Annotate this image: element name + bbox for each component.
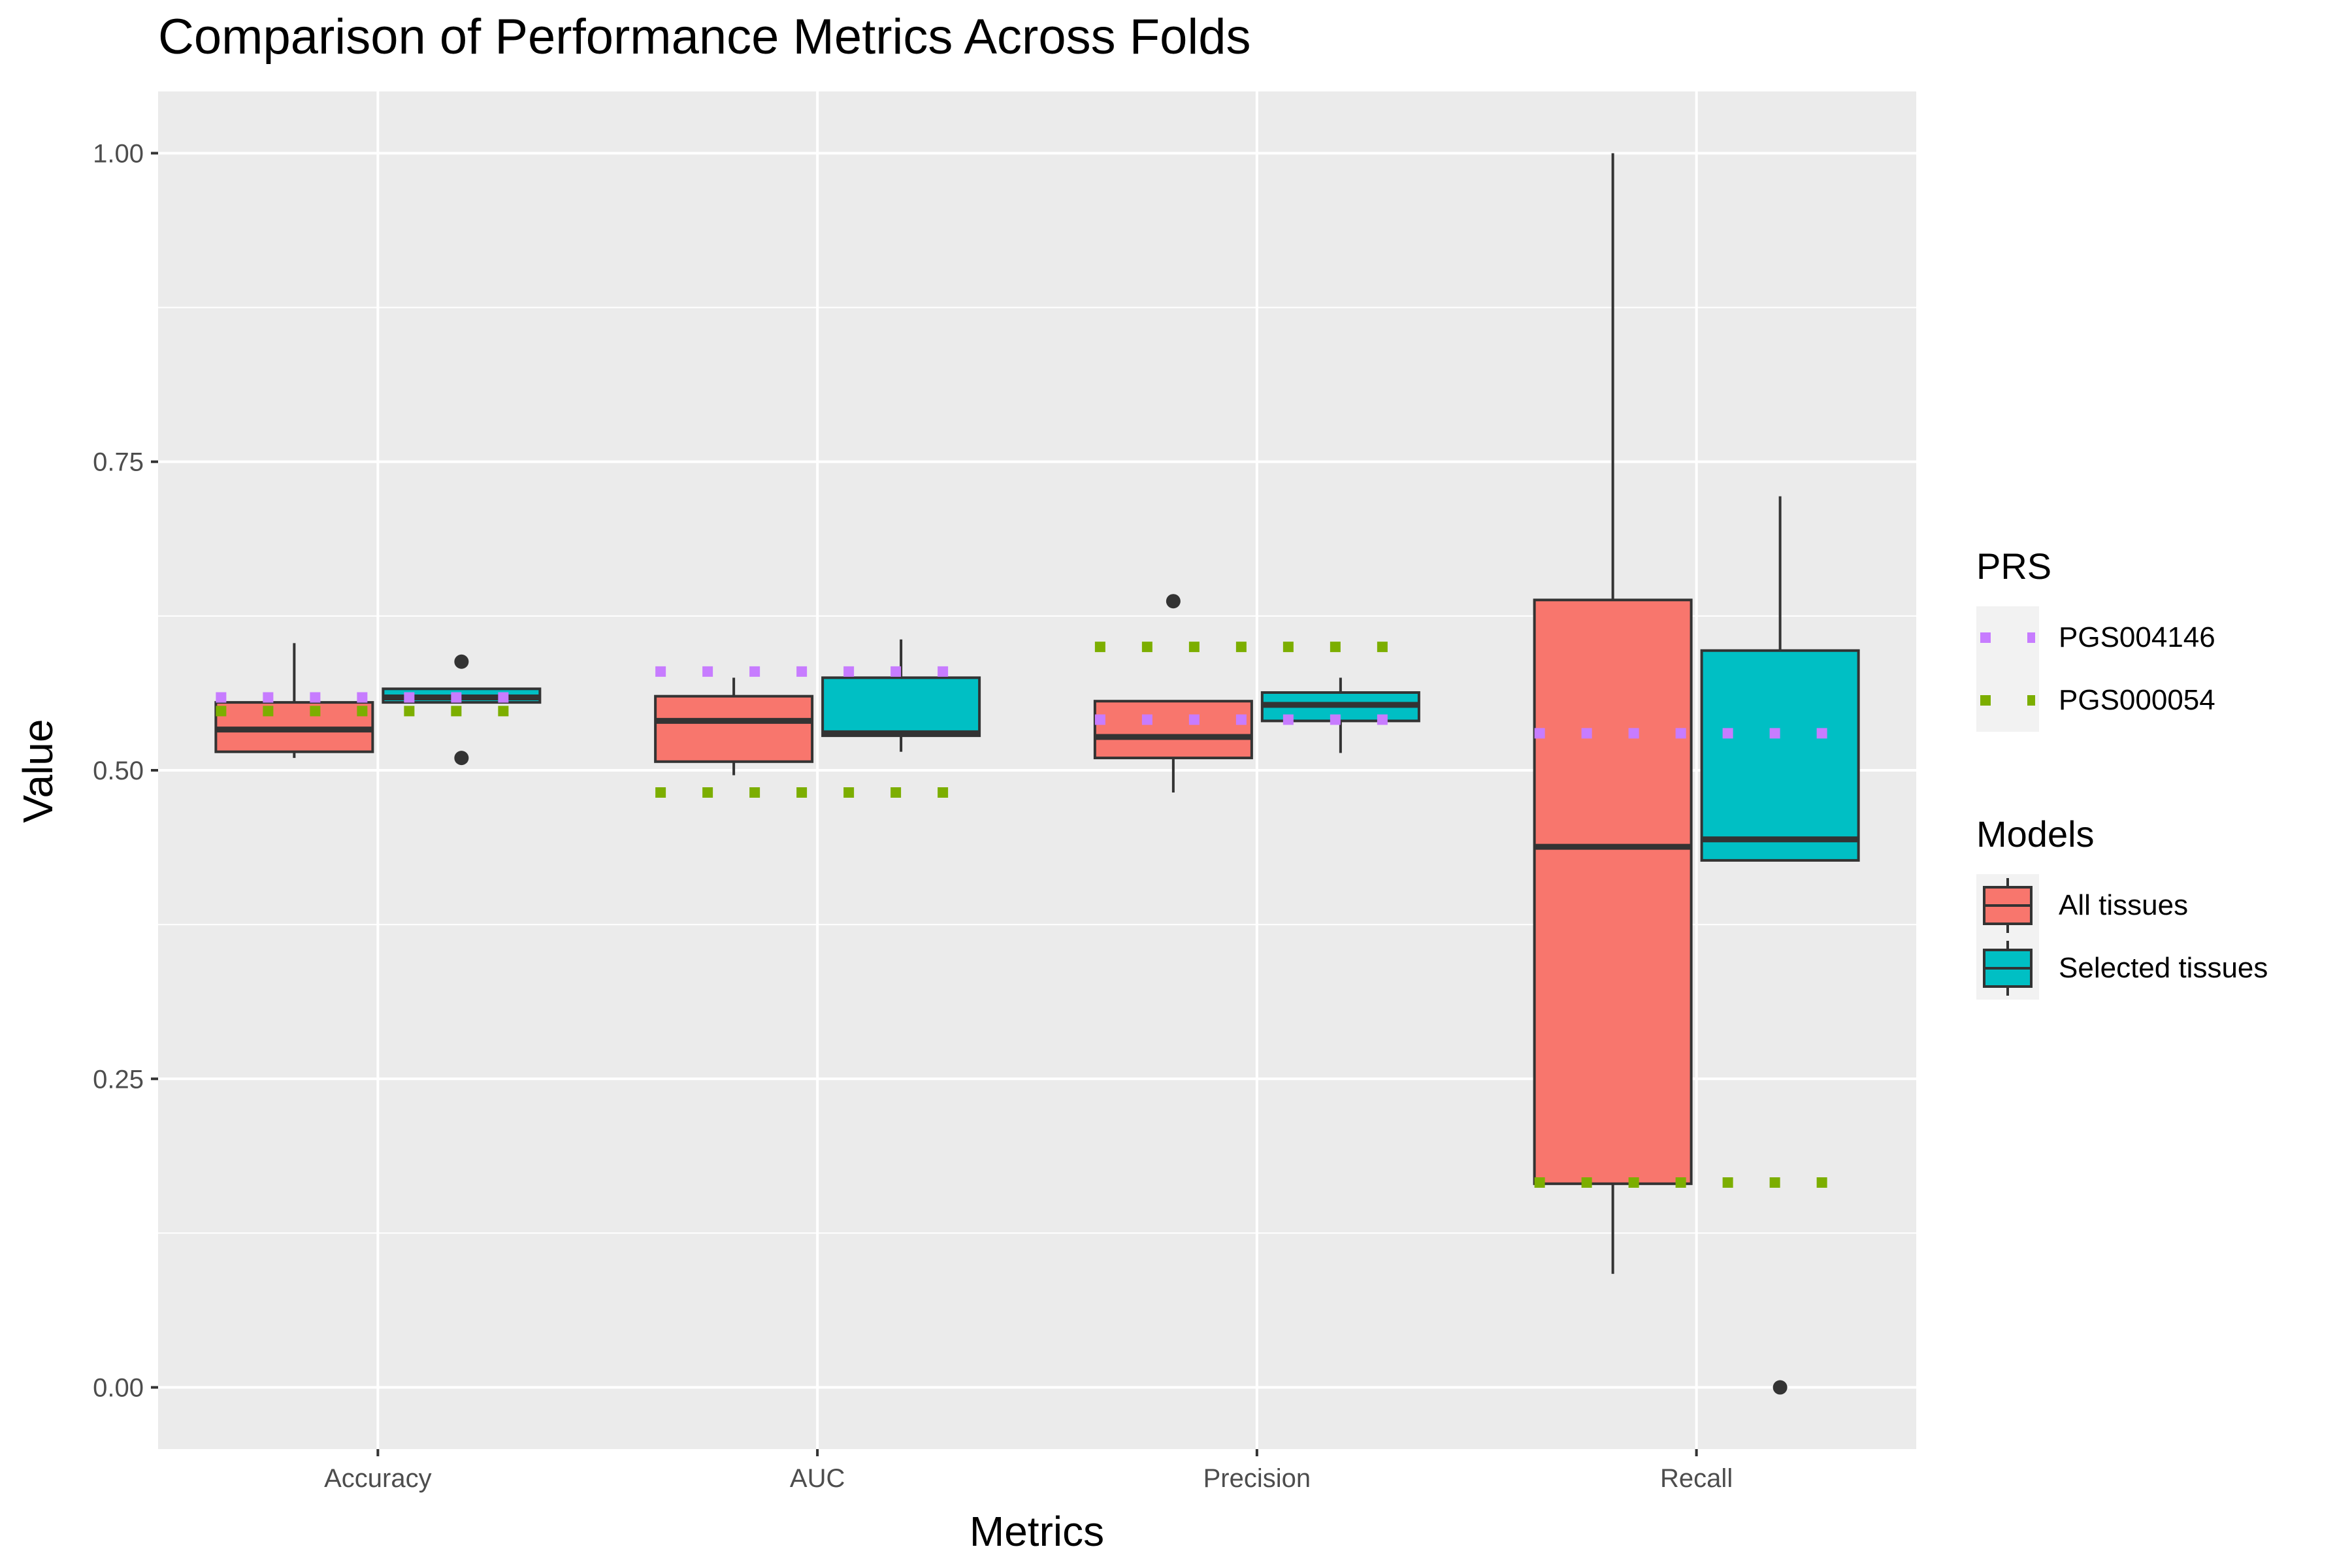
legend-label-pgs004146: PGS004146 — [2059, 621, 2215, 653]
box-recall-all-tissues — [1533, 153, 1693, 1274]
box-body — [654, 694, 814, 763]
box-body — [821, 676, 981, 738]
x-axis-title: Metrics — [970, 1508, 1104, 1555]
box-body — [1700, 649, 1860, 862]
legend-title-models: Models — [1976, 813, 2095, 855]
outlier-point — [1166, 594, 1181, 609]
legend-label-pgs000054: PGS000054 — [2059, 684, 2215, 716]
y-axis-title: Value — [14, 719, 61, 823]
y-tick-label: 0.25 — [93, 1065, 144, 1094]
box-body — [1093, 700, 1253, 760]
outlier-point — [454, 751, 469, 766]
box-layer — [214, 153, 1860, 1395]
outlier-point — [1772, 1380, 1788, 1395]
x-axis: Accuracy AUC Precision Recall — [324, 1449, 1733, 1493]
box-auc-selected-tissues — [821, 639, 981, 752]
box-auc-all-tissues — [654, 678, 814, 776]
y-tick-label: 0.75 — [93, 448, 144, 477]
box-body — [1533, 598, 1693, 1185]
y-tick-label: 1.00 — [93, 139, 144, 168]
y-axis: 0.00 0.25 0.50 0.75 1.00 — [93, 139, 158, 1403]
y-tick-label: 0.50 — [93, 757, 144, 785]
x-tick-label: AUC — [790, 1464, 845, 1493]
outlier-point — [454, 654, 469, 669]
x-tick-label: Recall — [1660, 1464, 1733, 1493]
reference-line-layer — [216, 642, 1859, 1188]
x-tick-label: Precision — [1203, 1464, 1311, 1493]
box-recall-selected-tissues — [1700, 496, 1860, 1395]
chart-title: Comparison of Performance Metrics Across… — [158, 9, 1251, 65]
x-tick-label: Accuracy — [324, 1464, 432, 1493]
legend-label-all-tissues: All tissues — [2059, 889, 2188, 921]
box-precision-all-tissues — [1093, 594, 1253, 793]
legend: PRS PGS004146 PGS000054 Models All tissues Se… — [1976, 546, 2268, 1000]
box-accuracy-all-tissues — [214, 643, 374, 759]
legend-label-selected-tissues: Selected tissues — [2059, 952, 2268, 984]
legend-title-prs: PRS — [1976, 546, 2051, 587]
y-tick-label: 0.00 — [93, 1374, 144, 1403]
